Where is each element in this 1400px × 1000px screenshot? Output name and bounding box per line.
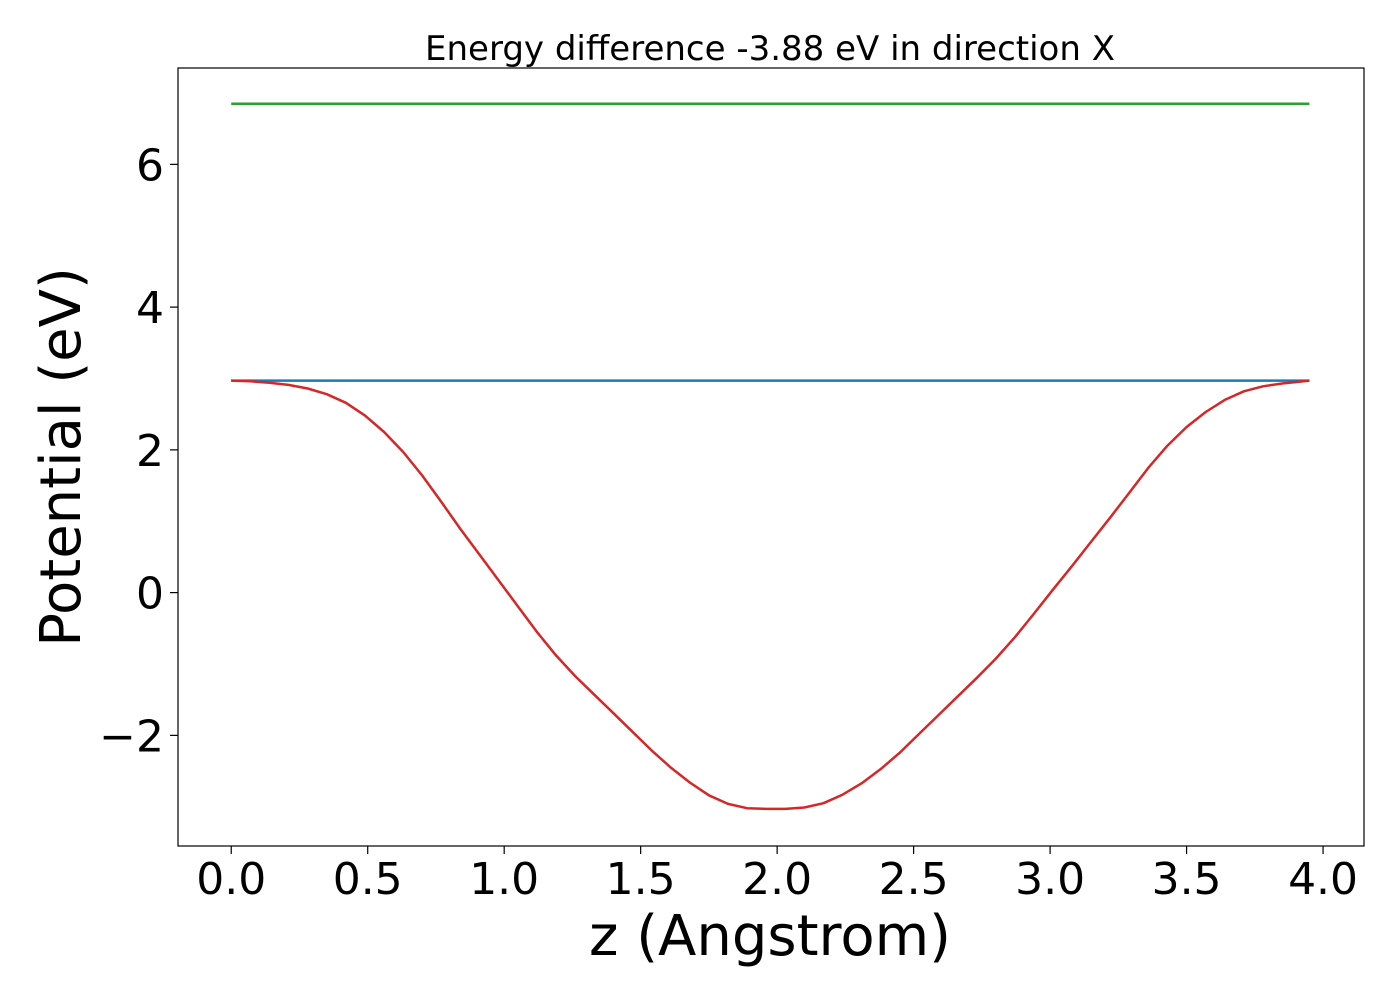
x-tick-label: 0.5	[333, 854, 403, 905]
x-tick-label: 3.0	[1015, 854, 1085, 905]
x-tick-label: 3.5	[1152, 854, 1222, 905]
x-tick-label: 1.5	[606, 854, 676, 905]
series-layer	[231, 102, 1310, 811]
y-tick-label: −2	[99, 711, 164, 762]
chart-title: Energy difference -3.88 eV in direction …	[425, 29, 1115, 69]
x-axis-label: z (Angstrom)	[589, 904, 951, 969]
y-tick-label: 6	[136, 140, 164, 191]
x-tick-label: 2.0	[742, 854, 812, 905]
x-tick-label: 0.0	[196, 854, 266, 905]
x-ticks: 0.0 0.5 1.0 1.5 2.0 2.5 3.0 3.5 4.0	[196, 846, 1358, 905]
x-tick-label: 1.0	[469, 854, 539, 905]
x-tick-label: 2.5	[879, 854, 949, 905]
plot-frame	[177, 67, 1365, 847]
y-ticks: −2 0 2 4 6	[99, 140, 178, 762]
y-tick-label: 2	[136, 426, 164, 477]
series-line-2	[231, 379, 1310, 811]
y-tick-label: 0	[136, 569, 164, 620]
x-tick-label: 4.0	[1288, 854, 1358, 905]
y-axis-label: Potential (eV)	[29, 267, 94, 647]
y-tick-label: 4	[136, 283, 164, 334]
